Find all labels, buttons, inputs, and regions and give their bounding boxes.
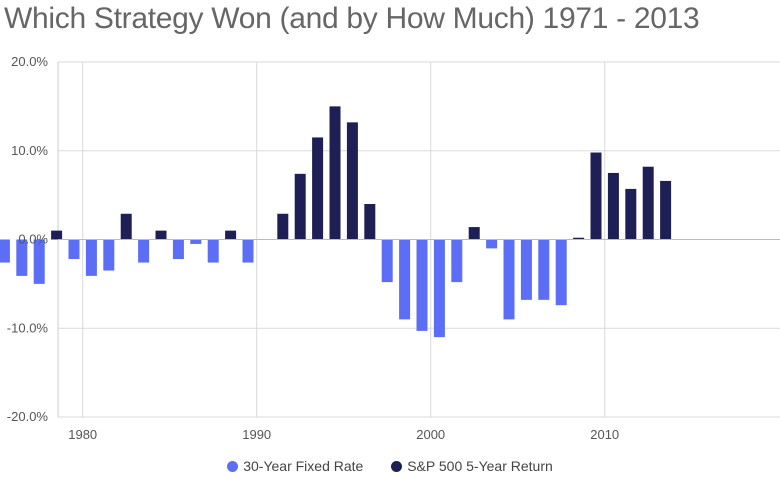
y-tick-label: 20.0% (11, 54, 48, 69)
x-axis: 1980 1990 2000 2010 (68, 427, 619, 442)
bar-fixed-rate[interactable] (33, 239, 45, 284)
y-tick-label: 10.0% (11, 143, 48, 158)
bar-sp500[interactable] (590, 152, 602, 240)
bar-fixed-rate[interactable] (85, 239, 97, 276)
x-tick-label: 1980 (68, 427, 97, 442)
bar-fixed-rate[interactable] (503, 239, 515, 320)
bar-fixed-rate[interactable] (538, 239, 550, 300)
legend-swatch-fixed-rate (227, 461, 239, 472)
bar-sp500[interactable] (120, 213, 132, 240)
bar-sp500[interactable] (573, 237, 585, 240)
bar-sp500[interactable] (277, 213, 289, 240)
bar-fixed-rate[interactable] (16, 239, 28, 276)
legend: 30-Year Fixed Rate S&P 500 5-Year Return (0, 458, 780, 474)
chart-title: Which Strategy Won (and by How Much) 197… (4, 2, 700, 35)
legend-label-sp500: S&P 500 5-Year Return (407, 458, 553, 474)
legend-item-sp500[interactable]: S&P 500 5-Year Return (391, 458, 553, 474)
bar-sp500[interactable] (312, 137, 324, 240)
bar-fixed-rate[interactable] (399, 239, 411, 320)
y-tick-label: 0.0% (18, 232, 48, 247)
x-tick-label: 2010 (590, 427, 619, 442)
bar-fixed-rate[interactable] (433, 239, 445, 338)
legend-item-fixed-rate[interactable]: 30-Year Fixed Rate (227, 458, 363, 474)
bar-fixed-rate[interactable] (520, 239, 532, 300)
bar-sp500[interactable] (660, 180, 672, 240)
bar-sp500[interactable] (329, 106, 341, 240)
bar-fixed-rate[interactable] (190, 239, 202, 244)
bar-sp500[interactable] (625, 188, 637, 240)
bar-sp500[interactable] (364, 204, 376, 240)
bar-fixed-rate[interactable] (0, 239, 10, 263)
bar-fixed-rate[interactable] (172, 239, 184, 260)
y-axis: 20.0% 10.0% 0.0% -10.0% -20.0% (7, 54, 49, 424)
y-tick-label: -10.0% (7, 320, 49, 335)
bar-sp500[interactable] (642, 166, 654, 240)
bars (0, 106, 780, 338)
bar-fixed-rate[interactable] (486, 239, 498, 249)
x-tick-label: 2000 (416, 427, 445, 442)
bar-sp500[interactable] (155, 230, 167, 240)
bar-fixed-rate[interactable] (416, 239, 428, 331)
bar-fixed-rate[interactable] (103, 239, 115, 271)
bar-sp500[interactable] (346, 122, 358, 240)
bar-fixed-rate[interactable] (555, 239, 567, 306)
bar-sp500[interactable] (468, 227, 480, 240)
y-tick-label: -20.0% (7, 409, 49, 424)
bar-fixed-rate[interactable] (138, 239, 150, 263)
legend-swatch-sp500 (391, 461, 403, 472)
x-tick-label: 1990 (242, 427, 271, 442)
bar-fixed-rate[interactable] (242, 239, 254, 263)
bar-fixed-rate[interactable] (451, 239, 463, 283)
bar-sp500[interactable] (225, 230, 237, 240)
bar-sp500[interactable] (607, 172, 619, 240)
bar-chart: 20.0% 10.0% 0.0% -10.0% -20.0% 1980 1990 2000 2… (0, 54, 780, 442)
bar-sp500[interactable] (51, 230, 63, 240)
legend-label-fixed-rate: 30-Year Fixed Rate (243, 458, 364, 474)
bar-fixed-rate[interactable] (381, 239, 393, 283)
bar-fixed-rate[interactable] (68, 239, 80, 260)
bar-fixed-rate[interactable] (207, 239, 219, 263)
bar-sp500[interactable] (294, 173, 306, 240)
